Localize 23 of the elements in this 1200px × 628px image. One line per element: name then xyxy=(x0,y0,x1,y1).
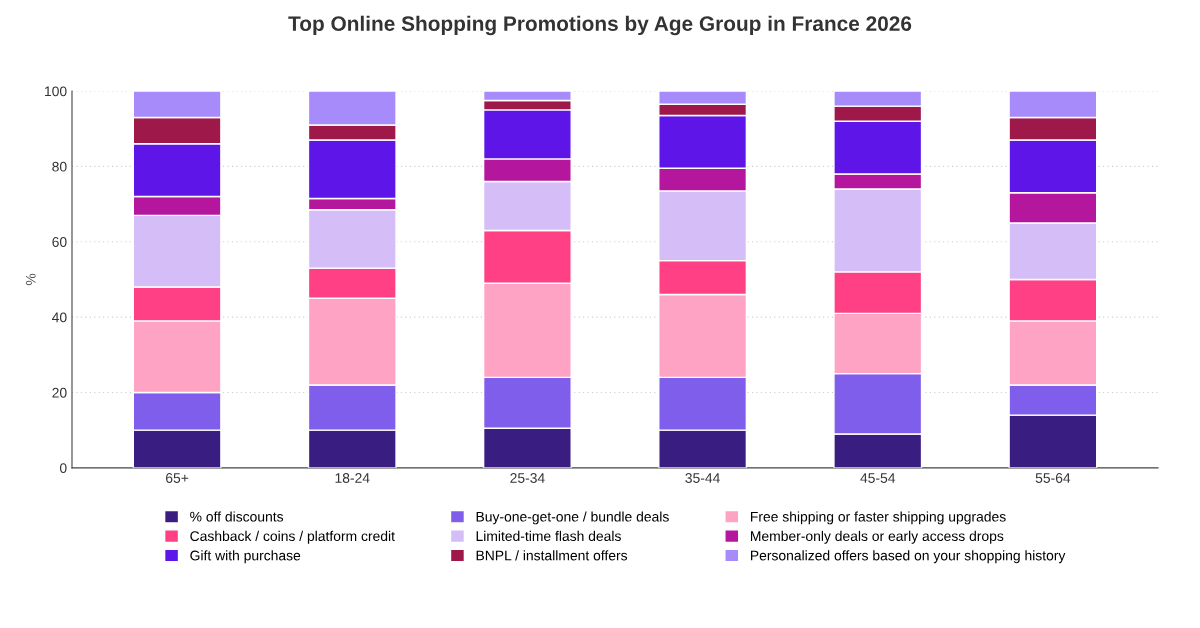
y-tick-label: 20 xyxy=(52,387,67,398)
y-tick-label: 60 xyxy=(52,237,67,247)
legend-label: Cashback / coins / platform credit xyxy=(190,530,395,544)
x-tick-label: 18-24 xyxy=(335,473,370,483)
chart-title: Top Online Shopping Promotions by Age Group in France 2026 xyxy=(288,15,912,36)
x-tick-label: 35-44 xyxy=(685,473,720,483)
x-tick-label: 65+ xyxy=(166,473,189,483)
legend-label: BNPL / installment offers xyxy=(476,550,628,561)
x-tick-label: 45-54 xyxy=(860,473,896,483)
legend-label: Member-only deals or early access drops xyxy=(750,530,1004,544)
y-tick-label: 40 xyxy=(52,312,67,323)
legend-label: % off discounts xyxy=(190,511,284,522)
y-axis-title: % xyxy=(25,273,36,286)
legend-label: Gift with purchase xyxy=(190,550,301,564)
y-tick-label: 100 xyxy=(45,86,67,97)
x-tick-label: 55-64 xyxy=(1035,473,1071,483)
legend-label: Limited-time flash deals xyxy=(476,530,621,542)
x-tick-label: 25-34 xyxy=(510,473,545,483)
y-tick-label: 80 xyxy=(52,161,67,172)
y-tick-label: 0 xyxy=(59,463,67,474)
legend-label: Free shipping or faster shipping upgrades xyxy=(750,511,1006,525)
legend-label: Personalized offers based on your shopping history xyxy=(750,550,1066,564)
legend-label: Buy-one-get-one / bundle deals xyxy=(476,511,669,525)
